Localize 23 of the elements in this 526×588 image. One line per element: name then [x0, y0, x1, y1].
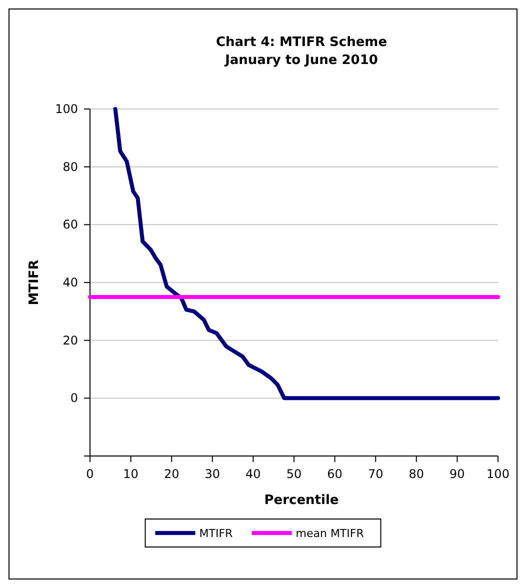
- y-tick-label: 0: [70, 391, 78, 406]
- x-tick-label: 20: [164, 467, 180, 481]
- x-tick-label: 80: [408, 467, 424, 481]
- x-tick-label: 40: [246, 467, 261, 481]
- x-axis-title: Percentile: [264, 493, 339, 508]
- x-tick-label: 100: [486, 467, 510, 481]
- legend-label: mean MTIFR: [296, 527, 364, 540]
- y-tick-label: 20: [62, 333, 78, 348]
- y-tick-label: 80: [62, 160, 78, 174]
- y-tick-label: 100: [55, 102, 78, 116]
- x-tick-label: 60: [327, 467, 342, 481]
- y-axis-title: MTIFR: [27, 260, 42, 306]
- legend-label: MTIFR: [199, 527, 234, 540]
- line-series: [113, 107, 500, 400]
- x-tick-label: 0: [86, 467, 94, 481]
- y-tick-label: 40: [62, 276, 78, 290]
- x-tick-label: 70: [368, 467, 384, 481]
- x-tick-label: 50: [286, 467, 302, 481]
- x-tick-label: 30: [204, 467, 220, 481]
- x-tick-label: 90: [450, 467, 465, 481]
- y-tick-label: 60: [62, 218, 78, 232]
- x-tick-label: 10: [123, 467, 138, 481]
- chart-title: Chart 4: MTIFR Scheme January to June 2010: [216, 35, 388, 68]
